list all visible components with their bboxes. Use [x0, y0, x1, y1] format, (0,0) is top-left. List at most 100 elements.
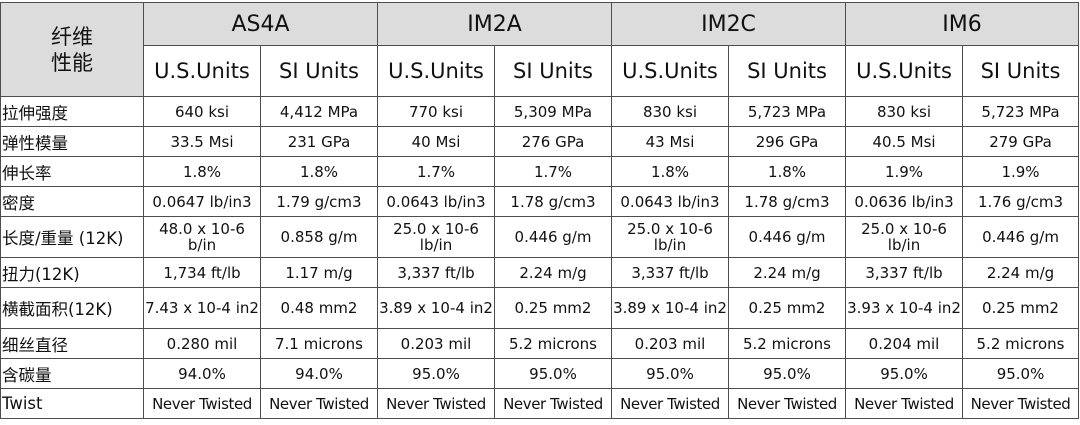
value-cell: 830 ksi: [845, 96, 964, 127]
value-cell: Never Twisted: [727, 388, 847, 419]
value-cell: 279 GPa: [962, 126, 1080, 157]
property-label: 扭力(12K): [0, 257, 144, 288]
value-cell: 94.0%: [143, 358, 261, 389]
value-cell: 0.25 mm2: [494, 287, 612, 329]
value-cell: 1.8%: [260, 156, 378, 187]
value-cell: 276 GPa: [494, 126, 612, 157]
value-cell: 7.1 microns: [260, 328, 378, 359]
value-cell: 40.5 Msi: [845, 126, 964, 157]
value-cell: 0.280 mil: [143, 328, 261, 359]
value-cell: 3,337 ft/lb: [845, 257, 964, 288]
value-cell: 1.8%: [143, 156, 261, 187]
value-cell: Never Twisted: [962, 388, 1080, 419]
value-cell: 1.9%: [962, 156, 1080, 187]
value-cell: Never Twisted: [611, 388, 729, 419]
property-label: 伸长率: [0, 156, 144, 187]
property-label: 密度: [0, 186, 144, 217]
value-cell: 1.8%: [611, 156, 729, 187]
value-cell: 1.7%: [377, 156, 495, 187]
value-cell: 95.0%: [494, 358, 612, 389]
value-cell: 5,723 MPa: [962, 96, 1080, 127]
value-cell: 0.0636 lb/in3: [845, 186, 964, 217]
value-cell: 2.24 m/g: [727, 257, 847, 288]
value-cell: 7.43 x 10-4 in2: [143, 287, 261, 329]
value-cell: 0.0643 lb/in3: [377, 186, 495, 217]
value-cell: 40 Msi: [377, 126, 495, 157]
value-cell: 43 Msi: [611, 126, 729, 157]
value-cell: Never Twisted: [845, 388, 964, 419]
grade-header-im2a: IM2A: [377, 2, 612, 46]
value-cell: 0.25 mm2: [727, 287, 847, 329]
value-cell: 0.0643 lb/in3: [611, 186, 729, 217]
table-row: 密度 0.0647 lb/in3 1.79 g/cm3 0.0643 lb/in3 1.…: [0, 186, 1080, 217]
value-cell: 0.446 g/m: [727, 216, 847, 258]
corner-label-line1: 纤维: [51, 24, 93, 49]
value-cell: 640 ksi: [143, 96, 261, 127]
value-cell: 25.0 x 10-6 lb/in: [611, 216, 729, 258]
unit-header-us: U.S.Units: [377, 45, 495, 97]
value-cell: 1.8%: [727, 156, 847, 187]
value-cell: 1,734 ft/lb: [143, 257, 261, 288]
value-cell: 33.5 Msi: [143, 126, 261, 157]
value-cell: 1.79 g/cm3: [260, 186, 378, 217]
property-label: 含碳量: [0, 358, 144, 389]
value-cell: 3.93 x 10-4 in2: [845, 287, 964, 329]
grade-header-im6: IM6: [845, 2, 1080, 46]
value-cell: 770 ksi: [377, 96, 495, 127]
unit-header-si: SI Units: [494, 45, 612, 97]
table-row: Twist Never Twisted Never Twisted Never Twi…: [0, 388, 1080, 419]
unit-header-si: SI Units: [727, 45, 847, 97]
value-cell: Never Twisted: [377, 388, 495, 419]
value-cell: 5.2 microns: [962, 328, 1080, 359]
value-cell: 0.204 mil: [845, 328, 964, 359]
unit-header-row: U.S.Units SI Units U.S.Units SI Units U.…: [1, 45, 1080, 97]
value-cell: 0.858 g/m: [260, 216, 378, 258]
corner-label-line2: 性能: [51, 50, 93, 75]
value-cell: 0.203 mil: [611, 328, 729, 359]
property-label: 长度/重量 (12K): [0, 216, 144, 258]
value-cell: 3.89 x 10-4 in2: [377, 287, 495, 329]
table-row: 拉伸强度 640 ksi 4,412 MPa 770 ksi 5,309 MPa 830 …: [0, 96, 1080, 127]
property-label: 弹性模量: [0, 126, 144, 157]
property-label: 横截面积(12K): [0, 287, 144, 329]
value-cell: 25.0 x 10-6 lb/in: [377, 216, 495, 258]
value-cell: 95.0%: [377, 358, 495, 389]
table-row: 扭力(12K) 1,734 ft/lb 1.17 m/g 3,337 ft/lb 2.2…: [0, 257, 1080, 288]
value-cell: Never Twisted: [143, 388, 261, 419]
property-label: Twist: [0, 388, 144, 419]
grade-header-row: 纤维 性能 AS4A IM2A IM2C IM6: [0, 2, 1080, 97]
value-cell: 1.9%: [845, 156, 964, 187]
value-cell: Never Twisted: [494, 388, 612, 419]
value-cell: 3.89 x 10-4 in2: [611, 287, 729, 329]
value-cell: 1.78 g/cm3: [494, 186, 612, 217]
property-label: 拉伸强度: [0, 96, 144, 127]
grade-header-as4a: AS4A: [143, 2, 378, 46]
value-cell: 5,723 MPa: [727, 96, 847, 127]
value-cell: 0.0647 lb/in3: [143, 186, 261, 217]
unit-header-si: SI Units: [260, 45, 378, 97]
value-cell: 5.2 microns: [727, 328, 847, 359]
unit-header-si: SI Units: [962, 45, 1080, 97]
grade-header-im2c: IM2C: [610, 2, 847, 46]
unit-header-us: U.S.Units: [143, 45, 261, 97]
table-row: 弹性模量 33.5 Msi 231 GPa 40 Msi 276 GPa 43 Msi 29…: [0, 126, 1080, 157]
value-cell: 0.25 mm2: [962, 287, 1080, 329]
value-cell: 94.0%: [260, 358, 378, 389]
value-cell: 4,412 MPa: [260, 96, 378, 127]
value-cell: Never Twisted: [260, 388, 378, 419]
value-cell: 5,309 MPa: [494, 96, 612, 127]
table-row: 长度/重量 (12K) 48.0 x 10-6 b/in 0.858 g/m 25.0…: [0, 216, 1080, 258]
value-cell: 48.0 x 10-6 b/in: [143, 216, 261, 258]
value-cell: 3,337 ft/lb: [377, 257, 495, 288]
value-cell: 25.0 x 10-6 lb/in: [845, 216, 964, 258]
value-cell: 95.0%: [962, 358, 1080, 389]
unit-header-us: U.S.Units: [845, 45, 964, 97]
property-label: 细丝直径: [0, 328, 144, 359]
unit-header-us: U.S.Units: [611, 45, 729, 97]
value-cell: 0.48 mm2: [260, 287, 378, 329]
value-cell: 830 ksi: [611, 96, 729, 127]
table-row: 横截面积(12K) 7.43 x 10-4 in2 0.48 mm2 3.89 x 1…: [0, 287, 1080, 329]
value-cell: 1.7%: [494, 156, 612, 187]
